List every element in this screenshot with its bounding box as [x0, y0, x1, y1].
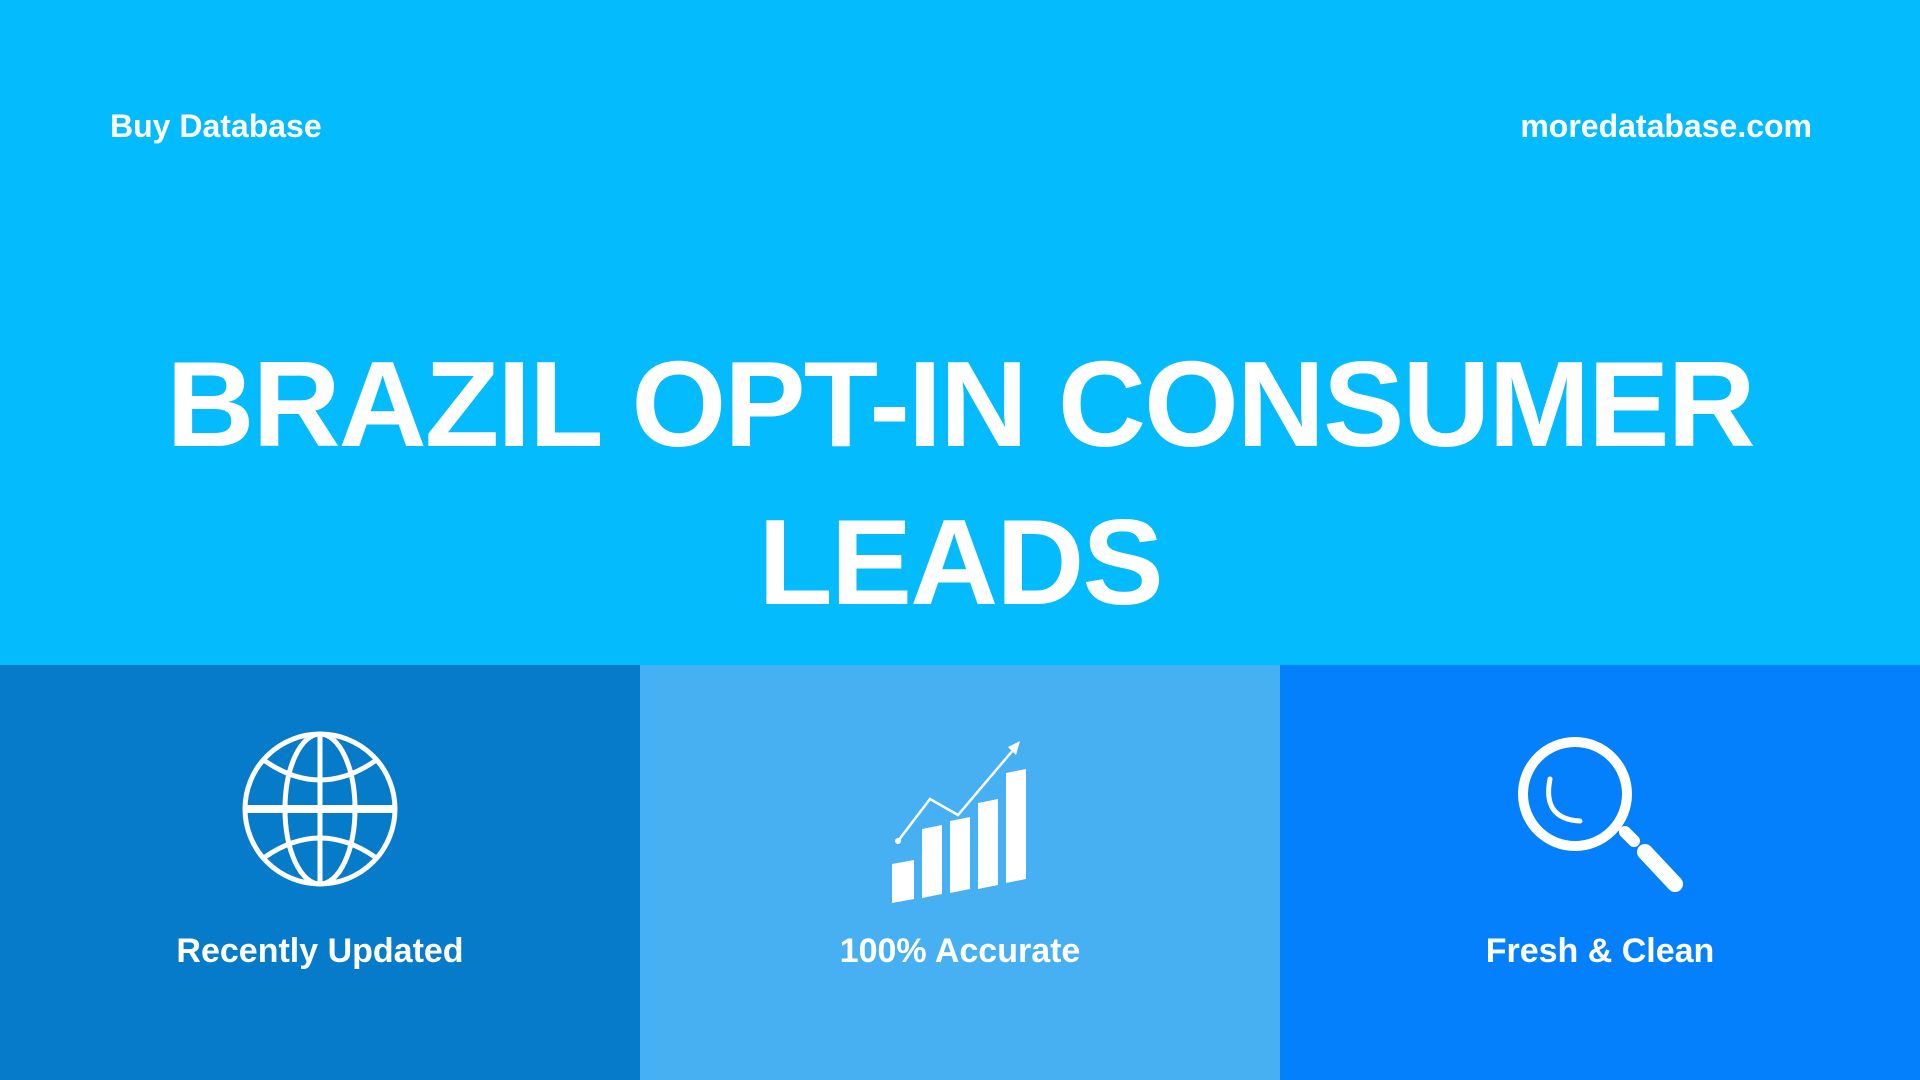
site-url: moredatabase.com [1520, 108, 1812, 144]
feature-label: Fresh & Clean [1485, 932, 1715, 970]
globe-icon [242, 731, 398, 887]
page-title: BRAZIL OPT-IN CONSUMER LEADS [0, 325, 1920, 641]
brand-label: Buy Database [110, 108, 322, 144]
feature-panel-recently-updated: Recently Updated [0, 665, 640, 1080]
title-line-2: LEADS [758, 494, 1163, 630]
magnifier-icon [1518, 737, 1683, 892]
feature-panel-fresh-clean: Fresh & Clean [1280, 665, 1920, 1080]
growth-chart-icon [892, 741, 1026, 903]
feature-panel-accurate: 100% Accurate [640, 665, 1280, 1080]
feature-label: Recently Updated [176, 932, 464, 970]
title-line-1: BRAZIL OPT-IN CONSUMER [166, 336, 1755, 472]
feature-label: 100% Accurate [839, 932, 1081, 970]
